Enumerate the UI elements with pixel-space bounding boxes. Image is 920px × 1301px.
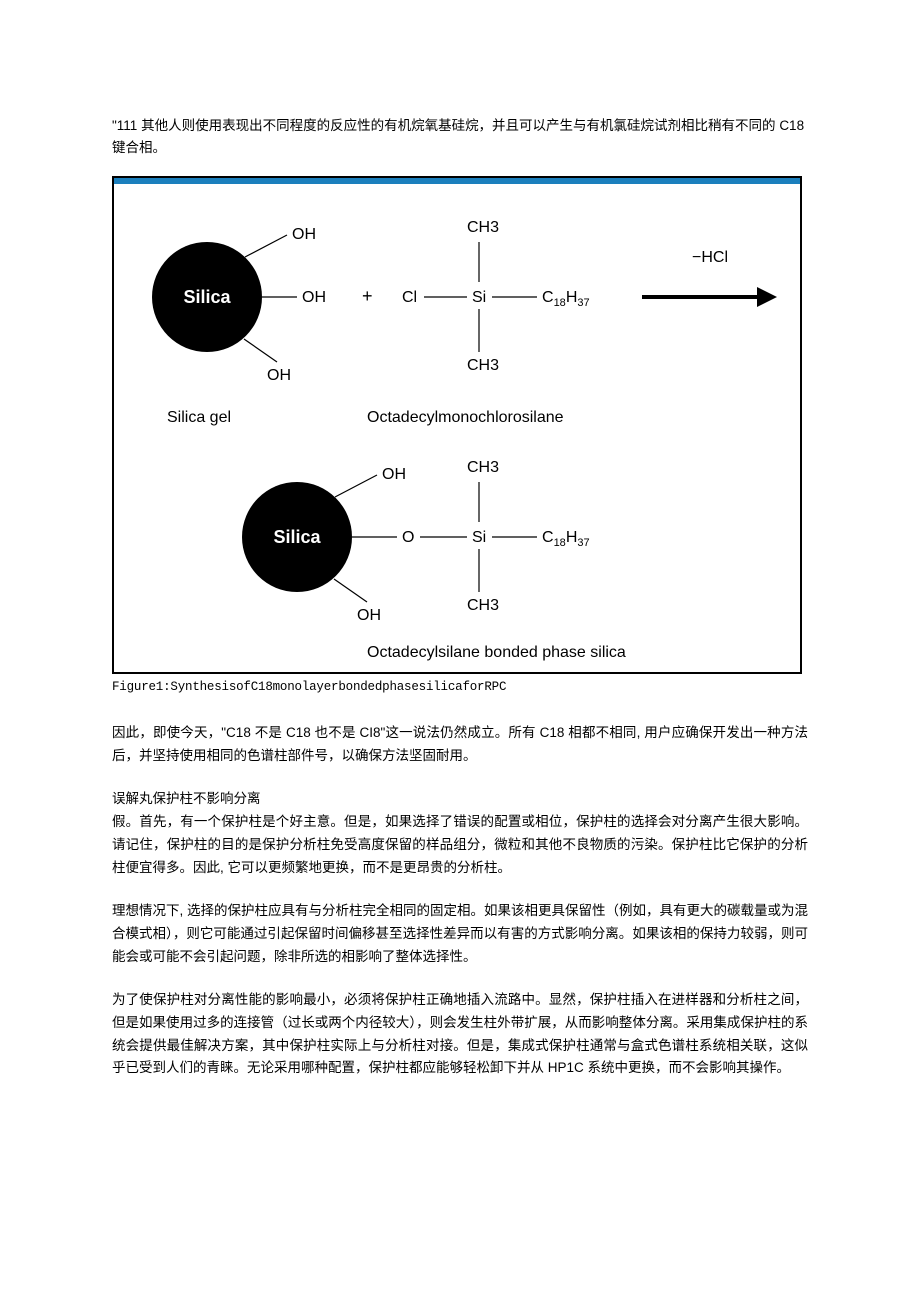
oh-top-2: OH [302, 289, 326, 306]
paragraph-3: 理想情况下, 选择的保护柱应具有与分析柱完全相同的固定相。如果该相更具保留性（例… [112, 900, 808, 969]
reagent-si: Si [472, 289, 486, 306]
reagent-cl: Cl [402, 289, 417, 306]
oh-top-1: OH [292, 226, 316, 243]
reagent-ch3-bot: CH3 [467, 357, 499, 374]
misconception-heading: 误解丸保护柱不影响分离 [112, 788, 808, 811]
label-silica-gel: Silica gel [167, 409, 231, 426]
reagent-c: C [542, 289, 554, 306]
byproduct-hcl: −HCl [692, 249, 728, 266]
prod-c-sub: 18 [554, 537, 566, 549]
figure-caption: Figure1:SynthesisofC18monolayerbondedpha… [112, 680, 808, 694]
reagent-ch3-top: CH3 [467, 219, 499, 236]
oh-bot-1: OH [382, 466, 406, 483]
oh-top-3: OH [267, 367, 291, 384]
svg-text:C18H37: C18H37 [542, 289, 590, 309]
paragraph-4: 为了使保护柱对分离性能的影响最小，必须将保护柱正确地插入流路中。显然，保护柱插入… [112, 989, 808, 1081]
prod-h-sub: 37 [577, 537, 589, 549]
label-octadecylmono: Octadecylmonochlorosilane [367, 409, 564, 426]
synthesis-diagram: Silica OH OH OH + Cl Si CH3 CH3 [132, 202, 782, 662]
reagent-h: H [566, 289, 578, 306]
silica-label-top: Silica [183, 287, 231, 307]
paragraph-1: 因此，即使今天，"C18 不是 C18 也不是 CI8"这一说法仍然成立。所有 … [112, 722, 808, 768]
silica-label-bottom: Silica [273, 527, 321, 547]
intro-paragraph: "111 其他人则使用表现出不同程度的反应性的有机烷氧基硅烷，并且可以产生与有机… [112, 115, 808, 158]
prod-h: H [566, 529, 578, 546]
bridge-o: O [402, 529, 414, 546]
figure-container: Silica OH OH OH + Cl Si CH3 CH3 [112, 176, 802, 674]
reagent-h-sub: 37 [577, 297, 589, 309]
prod-ch3-top: CH3 [467, 459, 499, 476]
prod-ch3-bot: CH3 [467, 597, 499, 614]
paragraph-2: 假。首先，有一个保护柱是个好主意。但是，如果选择了错误的配置或相位，保护柱的选择… [112, 811, 808, 880]
svg-text:C18H37: C18H37 [542, 529, 590, 549]
oh-bot-2: OH [357, 607, 381, 624]
prod-si: Si [472, 529, 486, 546]
label-product: Octadecylsilane bonded phase silica [367, 644, 626, 661]
prod-c: C [542, 529, 554, 546]
figure-inner: Silica OH OH OH + Cl Si CH3 CH3 [114, 178, 800, 672]
reagent-c-sub: 18 [554, 297, 566, 309]
plus-sign: + [362, 286, 373, 306]
